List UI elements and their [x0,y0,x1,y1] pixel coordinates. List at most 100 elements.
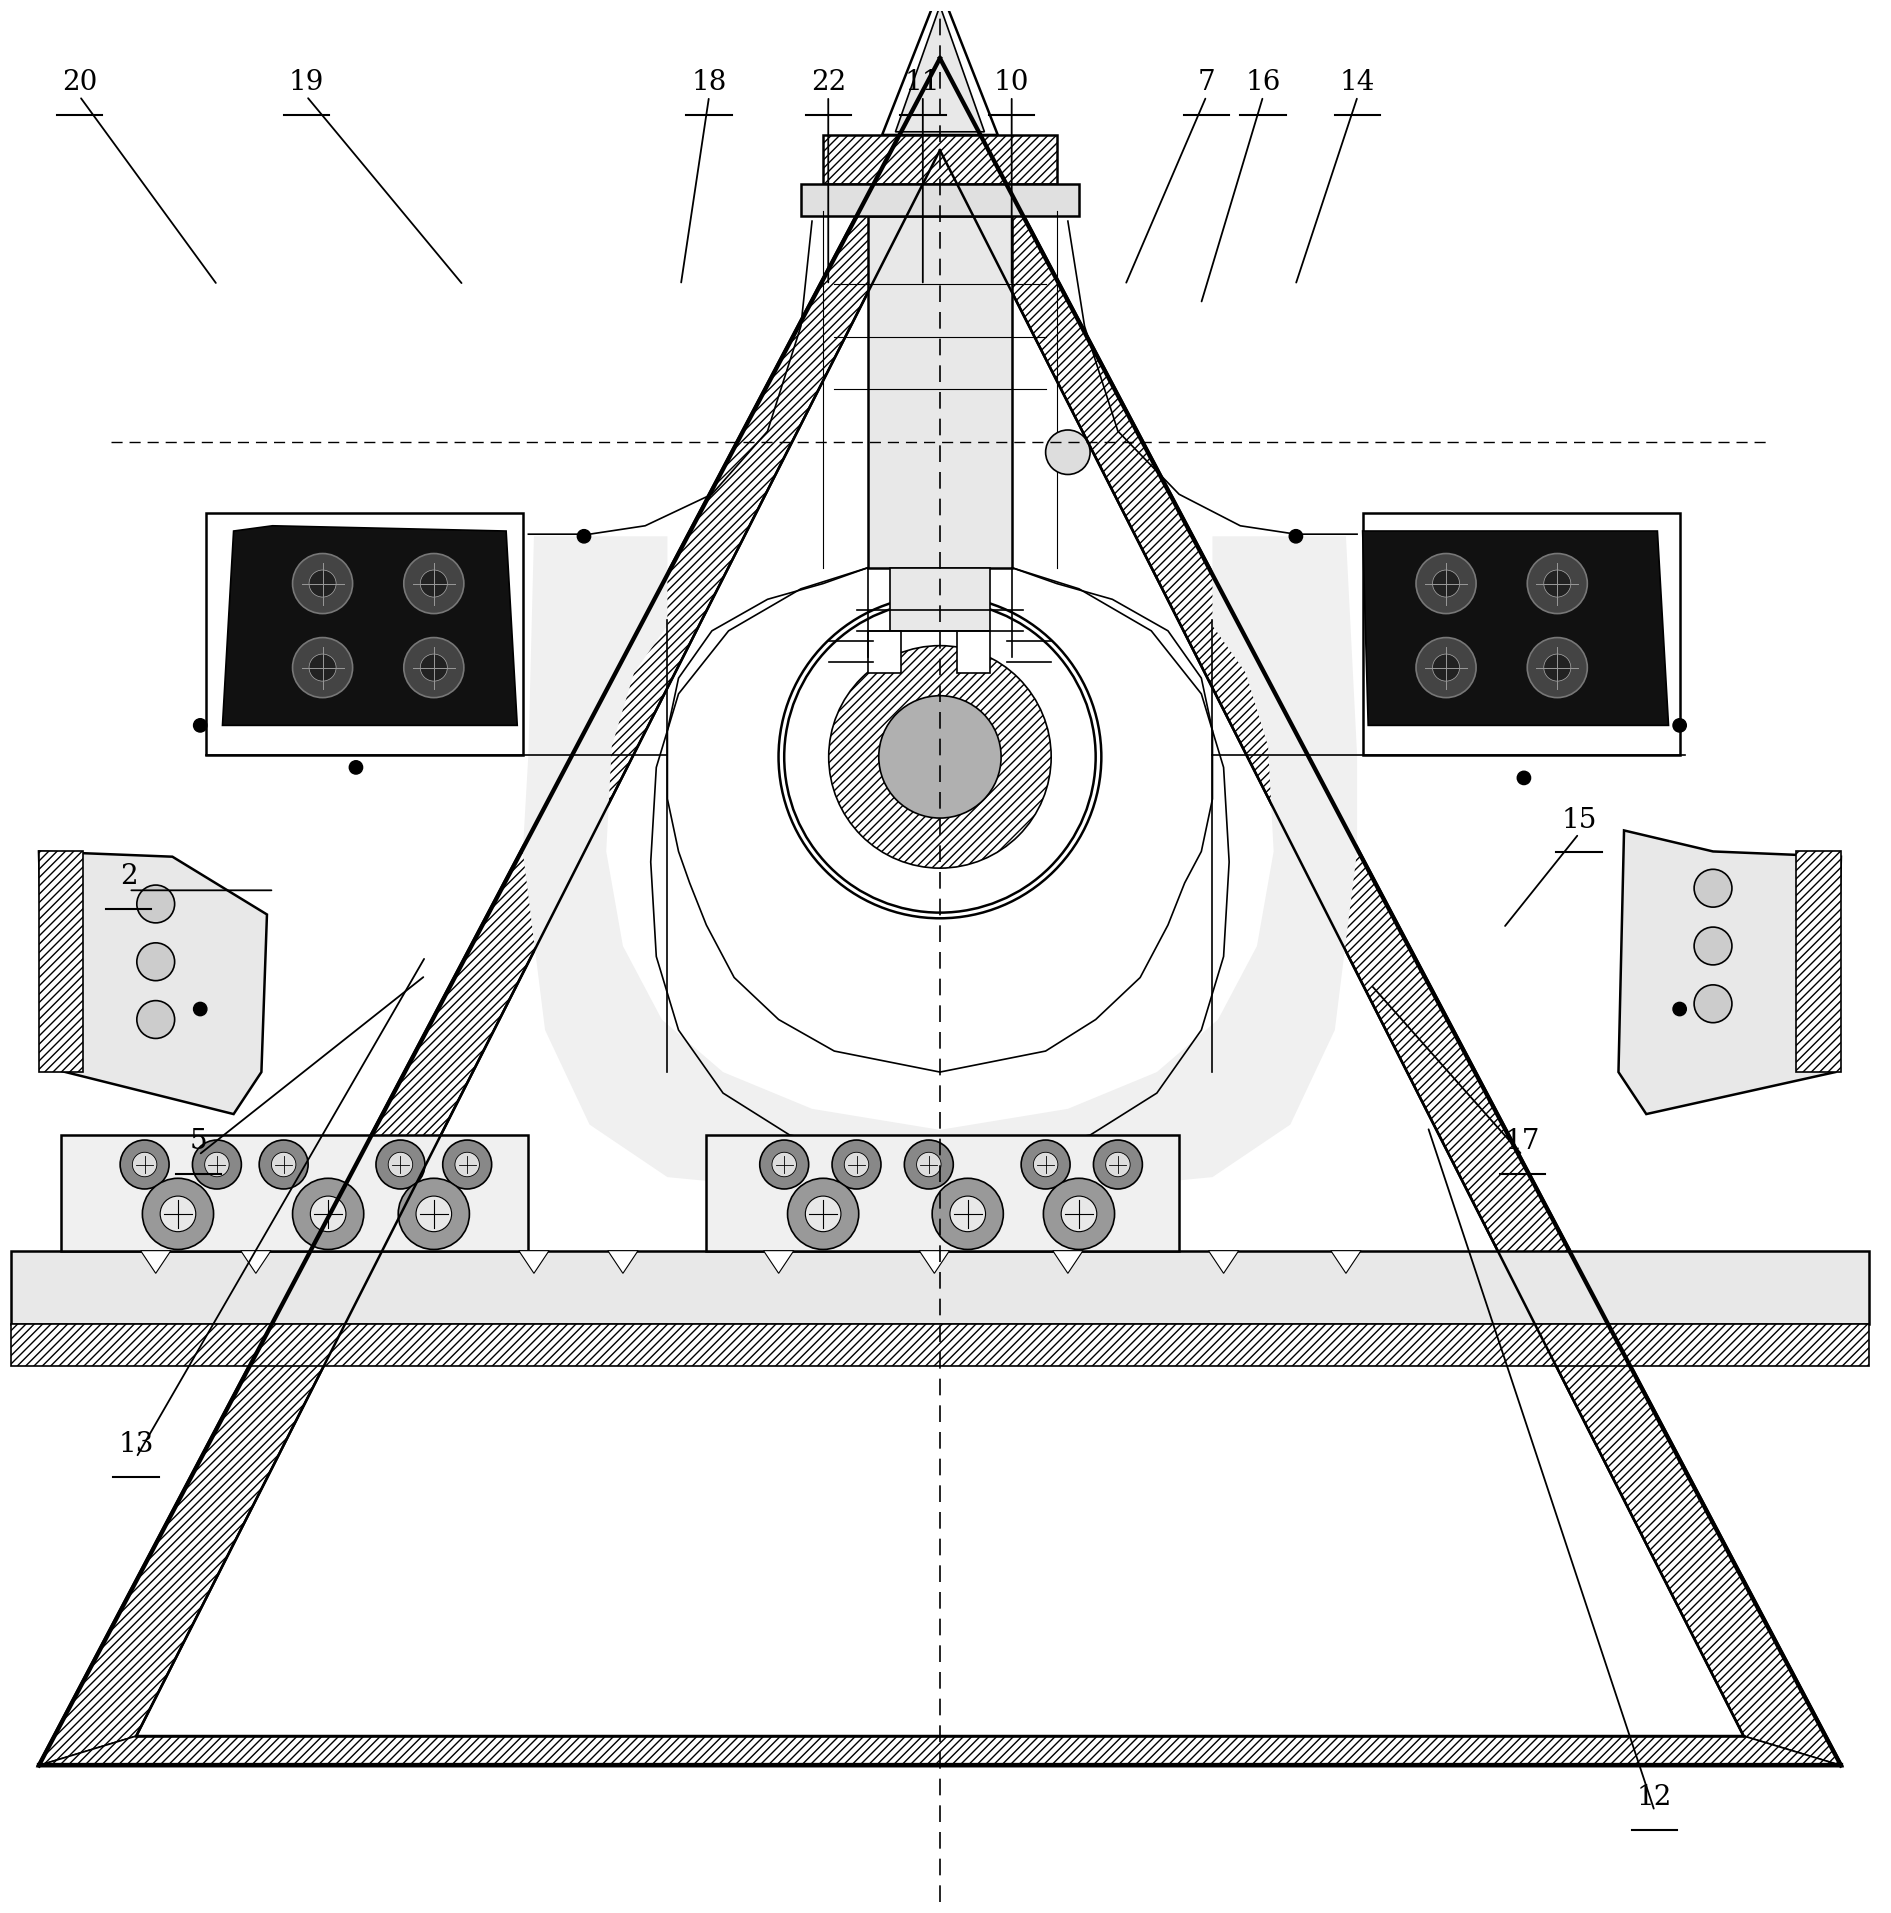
Circle shape [388,1152,412,1176]
Circle shape [1044,1178,1114,1249]
Text: 22: 22 [811,69,845,96]
Bar [1363,513,1679,756]
Polygon shape [240,1251,270,1274]
Polygon shape [40,57,940,1766]
Text: 20: 20 [62,69,96,96]
Text: 19: 19 [289,69,323,96]
Circle shape [416,1196,452,1232]
Bar [957,631,991,673]
Circle shape [142,1178,214,1249]
Circle shape [1433,570,1460,597]
Circle shape [420,570,448,597]
Text: 16: 16 [1246,69,1280,96]
Circle shape [904,1140,953,1190]
Circle shape [1694,869,1732,907]
Bar [11,1251,1868,1324]
Circle shape [1694,985,1732,1023]
Circle shape [259,1140,308,1190]
Text: 2: 2 [119,863,138,890]
Text: 11: 11 [906,69,940,96]
Polygon shape [1363,532,1668,725]
Circle shape [1528,553,1587,614]
Text: 14: 14 [1341,69,1375,96]
Circle shape [1543,570,1571,597]
Circle shape [932,1178,1004,1249]
Circle shape [193,1140,242,1190]
Polygon shape [940,57,1842,1766]
Circle shape [308,570,337,597]
Bar [707,1134,1180,1251]
Text: 7: 7 [1197,69,1216,96]
Circle shape [1543,654,1571,681]
Polygon shape [136,151,1744,1735]
Circle shape [785,601,1095,913]
Circle shape [161,1196,197,1232]
Text: 17: 17 [1505,1129,1539,1155]
Polygon shape [518,1251,548,1274]
Bar [868,631,900,673]
Circle shape [1046,430,1089,474]
Circle shape [832,1140,881,1190]
Polygon shape [40,851,267,1113]
Polygon shape [896,6,985,132]
Circle shape [293,1178,363,1249]
Bar [61,1134,528,1251]
Text: 15: 15 [1562,807,1596,834]
Text: 13: 13 [119,1431,153,1458]
Circle shape [879,696,1000,819]
Circle shape [1674,719,1687,733]
Bar [11,1324,1868,1366]
Circle shape [204,1152,229,1176]
Circle shape [121,1140,168,1190]
Polygon shape [140,1251,170,1274]
Circle shape [293,637,352,698]
Polygon shape [522,536,1358,1203]
Text: 5: 5 [189,1129,208,1155]
Circle shape [136,886,174,922]
Bar [868,216,1012,568]
Circle shape [293,553,352,614]
Polygon shape [919,1251,949,1274]
Circle shape [577,530,590,543]
Bar [802,184,1080,216]
Polygon shape [881,0,998,136]
Polygon shape [1619,830,1842,1113]
Circle shape [760,1140,809,1190]
Text: 18: 18 [692,69,726,96]
Circle shape [310,1196,346,1232]
Circle shape [1433,654,1460,681]
Circle shape [1694,928,1732,964]
Circle shape [405,553,463,614]
Circle shape [132,1152,157,1176]
Circle shape [1093,1140,1142,1190]
Circle shape [405,637,463,698]
Circle shape [193,719,206,733]
Polygon shape [1331,1251,1362,1274]
Circle shape [917,1152,942,1176]
Text: 10: 10 [995,69,1029,96]
Circle shape [308,654,337,681]
Circle shape [1416,553,1477,614]
Circle shape [442,1140,492,1190]
Circle shape [1528,637,1587,698]
Circle shape [350,761,363,775]
Circle shape [399,1178,469,1249]
Circle shape [272,1152,295,1176]
Polygon shape [1796,851,1842,1071]
Circle shape [1416,637,1477,698]
Bar [206,513,522,756]
Circle shape [456,1152,480,1176]
Circle shape [787,1178,859,1249]
Polygon shape [1208,1251,1239,1274]
Circle shape [1061,1196,1097,1232]
Circle shape [376,1140,425,1190]
Circle shape [1517,771,1530,784]
Circle shape [772,1152,796,1176]
Circle shape [779,595,1101,918]
Circle shape [1674,1002,1687,1016]
Circle shape [828,647,1051,869]
Circle shape [136,943,174,981]
Polygon shape [40,57,1842,1766]
Circle shape [193,1002,206,1016]
Circle shape [806,1196,841,1232]
